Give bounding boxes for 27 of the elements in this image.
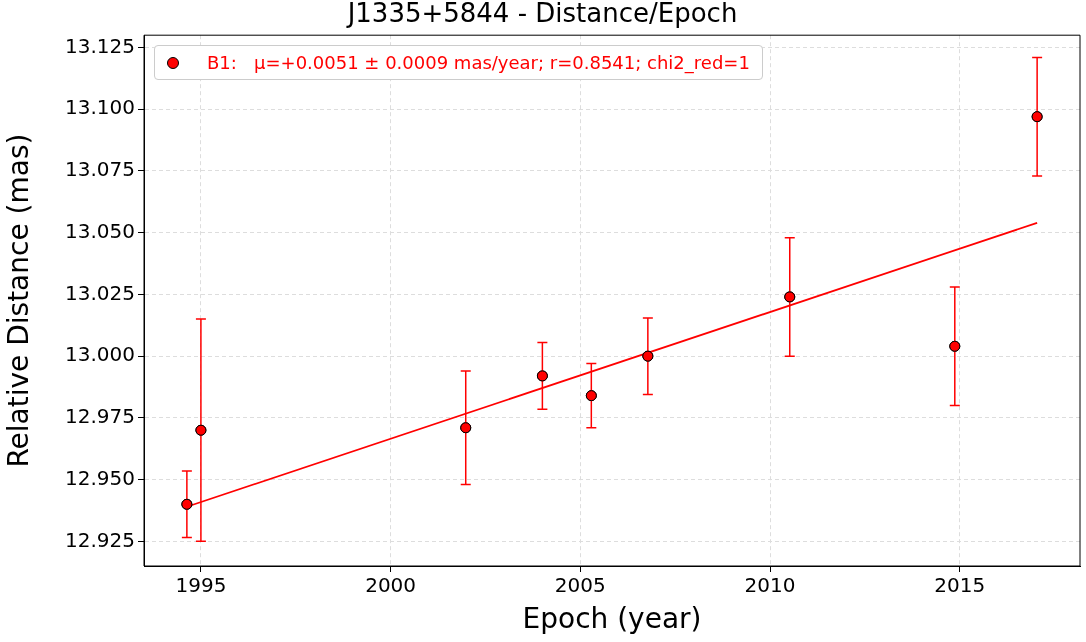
y-tick-label: 13.125 — [65, 33, 135, 58]
x-tick-label: 1995 — [175, 573, 227, 598]
y-tick-label: 12.925 — [65, 527, 135, 552]
point — [642, 350, 654, 362]
y-tick-label: 13.075 — [65, 157, 135, 182]
x-tick-label: 2005 — [554, 573, 606, 598]
y-tick-label: 13.050 — [65, 218, 135, 243]
y-tick-label: 13.100 — [65, 95, 135, 120]
point — [460, 422, 472, 434]
chart-title: J1335+5844 - Distance/Epoch — [345, 0, 738, 29]
point — [181, 498, 193, 510]
x-tick-label: 2010 — [744, 573, 796, 598]
point — [784, 291, 796, 303]
x-tick-label: 2000 — [365, 573, 417, 598]
legend-label: B1: μ=+0.0051 ± 0.0009 mas/year; r=0.8541; chi2_red=1 — [207, 52, 750, 74]
point — [1031, 111, 1043, 123]
y-tick-label: 13.025 — [65, 280, 135, 305]
point — [585, 390, 597, 402]
point — [195, 424, 207, 436]
x-tick-label: 2015 — [934, 573, 986, 598]
x-axis-title: Epoch (year) — [522, 602, 702, 636]
y-axis-title: Relative Distance (mas) — [2, 133, 36, 468]
y-tick-label: 12.950 — [65, 465, 135, 490]
y-tick-label: 13.000 — [65, 342, 135, 367]
y-tick-label: 12.975 — [65, 404, 135, 429]
point — [536, 370, 548, 382]
point — [949, 340, 961, 352]
